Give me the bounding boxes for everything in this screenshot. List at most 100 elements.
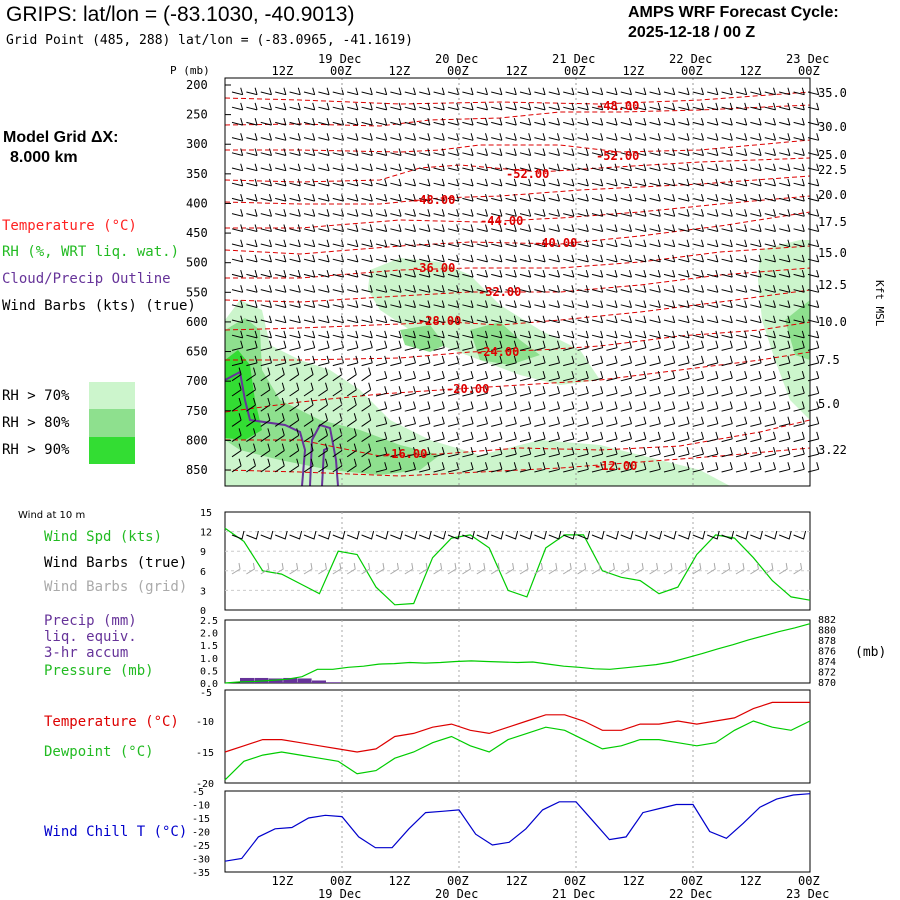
wind-barb — [591, 300, 604, 308]
wind-barb — [505, 148, 517, 156]
top-time-label: 00Z — [330, 64, 352, 78]
wind-barb — [707, 285, 719, 293]
wind-barb — [779, 224, 791, 232]
wind-barb — [663, 386, 676, 397]
wind-barb — [534, 416, 546, 427]
wind-barb — [519, 300, 532, 308]
wind-barb — [246, 178, 258, 187]
wind-barb — [620, 285, 632, 293]
wind-barb — [707, 340, 719, 351]
wind-barb — [620, 330, 632, 339]
wind-barb — [548, 315, 560, 324]
wind-barb — [779, 401, 791, 412]
wind-barb — [606, 462, 618, 473]
wind-barb — [260, 382, 271, 397]
wind-barb — [491, 193, 503, 202]
wind-barb — [721, 163, 733, 172]
wind-barb — [635, 462, 647, 473]
wind-barb — [260, 300, 272, 308]
wind-barb — [318, 340, 330, 351]
wind-barb — [735, 285, 748, 293]
wind-barb — [591, 87, 604, 96]
wind-barb — [447, 269, 460, 278]
wind-barb — [620, 163, 632, 172]
wind-barb — [447, 370, 460, 382]
grid-wind-barb — [274, 562, 284, 575]
precip-bar — [283, 677, 298, 683]
wind-barb — [534, 163, 546, 172]
wind-barb — [548, 340, 560, 351]
wind-barb — [246, 102, 258, 111]
wind-barb — [361, 315, 373, 324]
wind-barb — [707, 370, 719, 382]
wind-barb — [663, 340, 676, 351]
grid-wind-barb — [505, 562, 515, 575]
wind-barb — [548, 416, 560, 427]
wind-barb — [519, 315, 532, 324]
wind-barb — [548, 355, 560, 367]
wind-barb — [361, 355, 373, 367]
wind-barb — [548, 401, 560, 412]
grid-wind-barb — [433, 562, 443, 575]
bottom-time-label: 00Z — [681, 874, 703, 888]
wind-barb — [635, 239, 647, 248]
wind-barb — [419, 370, 431, 382]
wind-barb — [260, 102, 272, 111]
wind-barb — [678, 401, 690, 412]
wind-barb — [433, 209, 445, 217]
grid-wind-barb — [318, 562, 327, 575]
wind-barb — [678, 300, 690, 308]
wind-barb — [404, 117, 416, 126]
wind-barb — [462, 285, 474, 293]
pressure-tick-label: 200 — [186, 78, 208, 92]
wind-barb — [663, 315, 676, 324]
wind-barb — [346, 458, 357, 473]
true-wind-barb — [390, 530, 403, 540]
wind-barb — [318, 285, 330, 293]
wind-barb — [707, 446, 719, 458]
wind-barb — [231, 117, 244, 126]
wind-barb — [764, 102, 776, 111]
wind-barb — [260, 340, 272, 351]
wind-barb — [620, 416, 632, 427]
wind-barb — [491, 117, 503, 126]
wind-barb — [635, 401, 647, 412]
wind-barb — [649, 401, 661, 412]
wind-barb — [447, 300, 460, 308]
wind-barb — [577, 269, 589, 278]
wind-barb — [620, 178, 632, 187]
legend-temperature: Temperature (°C) — [2, 218, 137, 234]
legend-precip-sub1: liq. equiv. — [44, 629, 137, 645]
wind-barb — [505, 133, 517, 141]
wind-barb — [534, 446, 546, 458]
grid-wind-barb — [260, 562, 270, 575]
wind-barb — [548, 239, 560, 248]
wind-barb — [404, 102, 416, 111]
wind-barb — [231, 133, 244, 141]
wind-barb — [591, 102, 604, 111]
wind-barb — [274, 367, 285, 382]
temperature-contour — [225, 245, 811, 279]
wind-barb — [750, 102, 762, 111]
wind-barb — [447, 148, 460, 156]
wind-barb — [635, 117, 647, 126]
wind-barb — [591, 224, 604, 232]
wind-barb — [692, 355, 704, 367]
wind-barb — [591, 386, 604, 397]
wind-barb — [505, 401, 517, 412]
wind-barb — [491, 133, 503, 141]
wind-barb — [303, 102, 316, 111]
wind-barb — [635, 386, 647, 397]
temperature-line — [224, 701, 810, 753]
wind-barb — [289, 178, 301, 187]
wind-barb — [577, 193, 589, 202]
wind-barb — [707, 254, 719, 263]
true-wind-barb — [764, 530, 778, 540]
wind-barb — [548, 87, 560, 96]
wind-barb — [390, 300, 402, 308]
wind-barb — [563, 193, 575, 202]
wind-barb — [361, 254, 373, 263]
wind-barb — [347, 355, 359, 367]
precip-bar — [297, 678, 312, 683]
wind-barb — [663, 300, 676, 308]
